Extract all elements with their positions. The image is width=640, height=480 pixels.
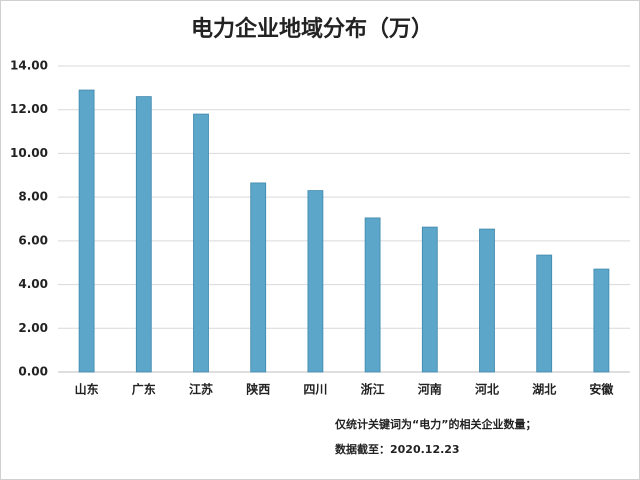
y-tick-label: 4.00 [18,277,48,291]
bar [193,113,209,373]
x-tick-label: 河南 [417,382,442,397]
y-tick-label: 10.00 [10,146,48,160]
x-tick-label: 山东 [75,382,99,397]
bar [135,96,152,373]
bar [307,190,324,373]
y-tick-label: 8.00 [18,190,48,204]
x-tick-label: 广东 [132,382,156,397]
x-tick-label: 湖北 [532,382,556,397]
x-tick-label: 江苏 [189,382,213,397]
note: 仅统计关键词为“电力”的相关企业数量； [334,417,536,431]
bar [421,226,438,373]
bar [364,217,381,373]
x-tick-label: 浙江 [361,382,385,397]
x-tick-label: 安徽 [589,382,614,397]
y-tick-label: 12.00 [10,102,48,116]
bar [250,182,267,373]
note: 数据截至：2020.12.23 [335,442,460,456]
y-tick-label: 2.00 [18,321,48,335]
x-tick-label: 河北 [474,382,499,397]
bar [593,268,610,373]
x-tick-label: 陕西 [246,382,270,397]
bar [536,254,553,373]
chart-title: 电力企业地域分布（万） [191,16,433,42]
y-tick-label: 0.00 [18,365,48,379]
x-tick-label: 四川 [303,383,327,397]
bar [78,89,95,373]
bar [479,228,495,373]
y-tick-label: 14.00 [10,59,48,73]
y-tick-label: 6.00 [18,233,48,247]
